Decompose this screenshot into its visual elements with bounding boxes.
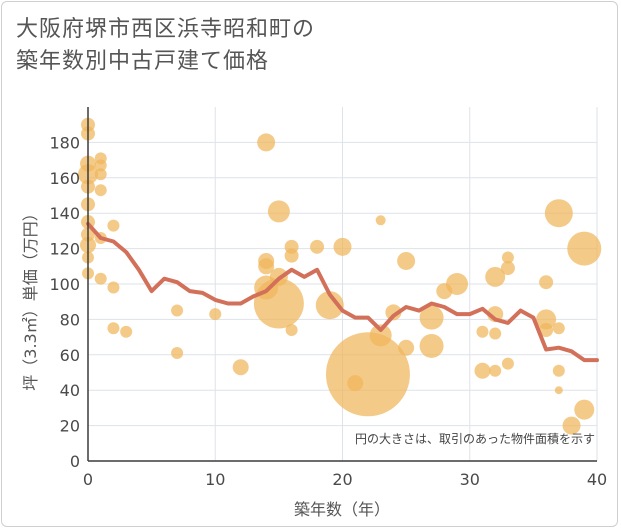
bubble-point [310,239,325,254]
bubble-point [489,327,502,340]
bubble-point [285,324,298,337]
bubble-point [489,364,502,377]
bubble-point [419,333,444,358]
chart-title-line-2: 築年数別中古戸建て価格 [16,49,270,74]
bubble-point [258,258,275,275]
chart-title: 大阪府堺市西区浜寺昭和町の 築年数別中古戸建て価格 [16,14,315,78]
bubble-point [94,168,107,181]
size-legend-note: 円の大きさは、取引のあった物件面積を示す [355,431,595,446]
bubble-point [284,248,299,263]
bubble-point [385,304,402,321]
x-tick-label: 10 [205,470,225,489]
bubble-point [267,200,290,223]
tick-labels: 0 20 40 60 80 100 120 140 160 180 0 10 20 30 40 [49,133,607,489]
bubble-point [474,362,491,379]
y-tick-label: 60 [60,346,80,365]
bubble-point [501,357,514,370]
bubble-point [253,278,304,329]
y-tick-label: 100 [49,275,80,294]
bubble-point [257,133,276,152]
bubble-point [107,322,120,335]
bubble-point [107,281,120,294]
grid-lines [88,107,598,461]
trend-line [86,221,599,363]
bubble-point [419,305,444,330]
bubble-point [552,322,565,335]
bubble-point [539,275,554,290]
bubble-point [500,261,515,276]
bubble-point [398,339,415,356]
bubble-point [554,386,563,395]
chart-title-line-1: 大阪府堺市西区浜寺昭和町の [16,17,316,42]
y-tick-label: 120 [49,240,80,259]
bubble-point [536,309,557,330]
axes [87,107,597,462]
bubble-point [562,416,581,435]
bubble-point [397,251,416,270]
bubble-point [501,251,514,264]
bubble-point [375,215,386,226]
x-tick-label: 0 [83,470,93,489]
x-axis-label: 築年数（年） [294,500,390,519]
bubble-point [369,324,392,347]
y-tick-label: 40 [60,381,80,400]
bubble-point [567,231,602,266]
bubble-point [120,325,133,338]
bubble-point [333,237,352,256]
y-tick-label: 180 [49,133,80,152]
bubble-point [539,323,554,338]
bubble-point [325,332,410,417]
bubble-point [94,159,107,172]
bubble-point [171,347,184,360]
bubble-point [574,399,595,420]
y-tick-label: 20 [60,417,80,436]
bubble-point [94,272,107,285]
bubble-point [107,219,120,232]
bubble-series [78,117,602,435]
bubble-point [209,308,222,321]
y-tick-label: 80 [60,310,80,329]
x-tick-label: 40 [587,470,607,489]
bubble-point [485,266,506,287]
x-tick-label: 30 [460,470,480,489]
y-axis-label: 坪（3.3㎡）単価（万円） [21,205,40,390]
x-tick-label: 20 [332,470,352,489]
y-tick-label: 160 [49,169,80,188]
bubble-point [446,273,469,295]
trend-series [86,221,599,363]
bubble-point [94,184,107,197]
bubble-point [544,199,573,228]
bubble-point [171,304,184,317]
bubble-point [552,364,565,377]
y-tick-label: 0 [70,452,80,471]
y-tick-label: 140 [49,204,80,223]
bubble-point [315,291,344,320]
bubble-point [232,359,249,376]
bubble-point [476,325,489,338]
